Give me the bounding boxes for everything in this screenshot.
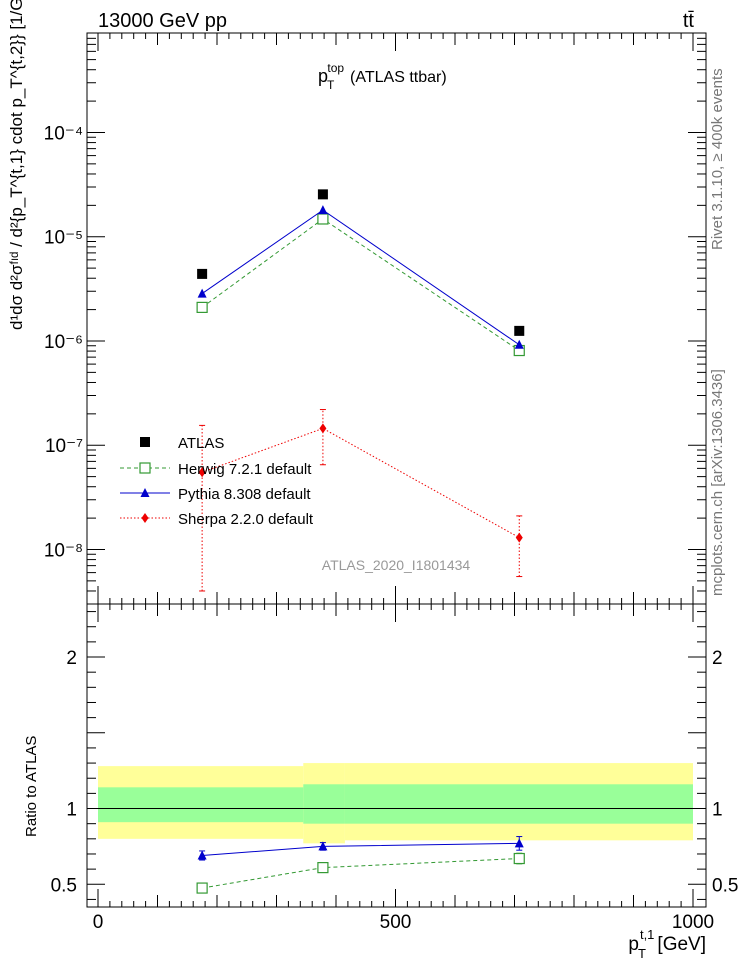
ratio-series-line <box>202 842 520 856</box>
legend-marker <box>140 488 150 497</box>
legend-marker <box>139 462 151 474</box>
ratio-y-tick-label-right: 2 <box>712 648 723 669</box>
ratio-band-inner <box>344 784 693 824</box>
series-line <box>201 218 520 351</box>
series-line <box>201 427 520 539</box>
ratio-y-tick-label: 0.5 <box>51 875 77 896</box>
data-point <box>514 325 525 336</box>
data-point <box>317 189 328 200</box>
main-y-tick-label: 10⁻⁶ <box>44 332 83 353</box>
ratio-data-point <box>513 852 525 865</box>
series-line <box>201 209 520 346</box>
side-text-mcplots: mcplots.cern.ch [arXiv:1306.3436] <box>709 369 726 596</box>
ratio-y-tick-label: 2 <box>66 648 77 669</box>
legend-marker <box>141 513 149 523</box>
ratio-panel: 0 500 1000 0.5 0.5 1 1 2 2 <box>51 603 738 933</box>
main-y-tick-label: 10⁻⁵ <box>44 228 83 249</box>
ratio-band-inner <box>303 784 345 824</box>
data-point <box>515 532 523 543</box>
ratio-series-line <box>202 858 520 889</box>
legend-label: ATLAS <box>178 435 224 452</box>
x-tick-label: 500 <box>380 912 412 933</box>
ratio-band-inner <box>98 787 304 823</box>
side-text-rivet: Rivet 3.1.10, ≥ 400k events <box>709 68 726 250</box>
ratio-frame <box>86 603 707 908</box>
header-left-title: 13000 GeV pp <box>98 10 227 32</box>
main-y-tick-label: 10⁻⁸ <box>44 540 83 561</box>
data-point <box>317 213 329 225</box>
analysis-watermark: ATLAS_2020_I1801434 <box>322 557 471 573</box>
x-tick-label: 0 <box>93 912 104 933</box>
main-y-axis-label: d¹dσ d²σᶠᶦᵈ / d²{p_T^{t,1} cdot p_T^{t,2… <box>7 0 26 330</box>
ratio-data-point <box>317 862 329 874</box>
ratio-data-point <box>196 882 208 894</box>
x-tick-label: 1000 <box>672 912 714 933</box>
data-point <box>197 268 208 279</box>
legend-label: Herwig 7.2.1 default <box>178 461 312 478</box>
ratio-y-axis-label: Ratio to ATLAS <box>23 736 40 837</box>
legend-label: Pythia 8.308 default <box>178 486 311 503</box>
legend-marker <box>140 437 150 447</box>
header-right-title: tt̄ <box>683 10 695 32</box>
data-point <box>198 467 206 478</box>
ratio-y-tick-label: 1 <box>66 800 77 821</box>
x-axis-label: pTt,1 [GeV] <box>628 927 706 961</box>
ratio-data-point <box>514 838 524 848</box>
data-point <box>196 301 208 313</box>
ratio-y-tick-label-right: 0.5 <box>712 875 738 896</box>
data-point <box>197 288 207 298</box>
main-y-tick-label: 10⁻⁷ <box>45 436 83 457</box>
ratio-y-tick-label-right: 1 <box>712 800 723 821</box>
data-point <box>318 205 328 215</box>
main-y-tick-label: 10⁻⁴ <box>44 123 83 144</box>
ratio-data-point <box>197 850 207 860</box>
data-point <box>319 423 327 434</box>
plot-title: pTtop(ATLAS ttbar) <box>318 61 447 92</box>
legend: ATLAS Herwig 7.2.1 default Pythia 8.308 de… <box>120 435 314 528</box>
data-point <box>514 339 524 349</box>
legend-label: Sherpa 2.2.0 default <box>178 511 314 528</box>
ratio-data-point <box>318 841 328 851</box>
